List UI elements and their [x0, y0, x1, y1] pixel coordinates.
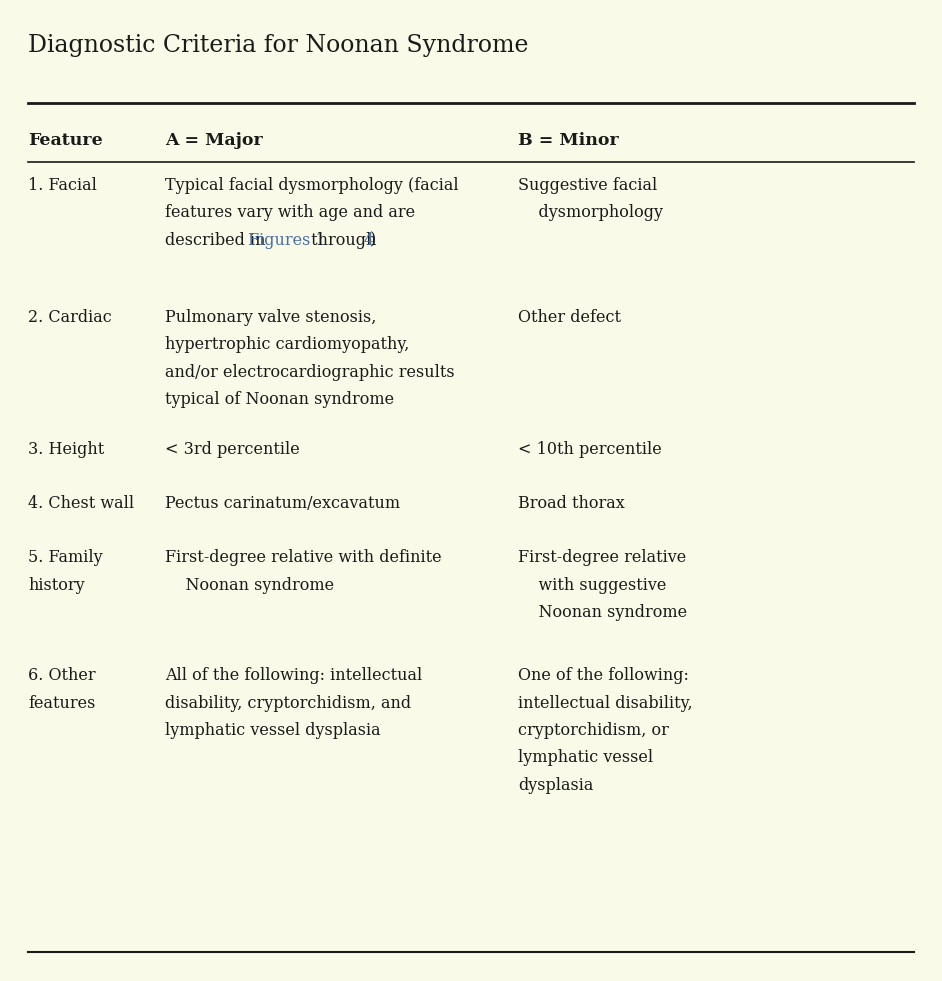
Text: B = Minor: B = Minor — [518, 132, 619, 149]
Text: One of the following:: One of the following: — [518, 667, 689, 684]
Text: Feature: Feature — [28, 132, 103, 149]
Text: hypertrophic cardiomyopathy,: hypertrophic cardiomyopathy, — [165, 336, 409, 353]
Text: lymphatic vessel dysplasia: lymphatic vessel dysplasia — [165, 722, 381, 739]
Text: Pectus carinatum/excavatum: Pectus carinatum/excavatum — [165, 495, 400, 512]
Text: Typical facial dysmorphology (facial: Typical facial dysmorphology (facial — [165, 177, 459, 193]
Text: 4. Chest wall: 4. Chest wall — [28, 495, 135, 512]
Text: Diagnostic Criteria for Noonan Syndrome: Diagnostic Criteria for Noonan Syndrome — [28, 34, 528, 57]
Text: A = Major: A = Major — [165, 132, 263, 149]
Text: dysplasia: dysplasia — [518, 777, 593, 794]
Text: and/or electrocardiographic results: and/or electrocardiographic results — [165, 364, 454, 381]
Text: disability, cryptorchidism, and: disability, cryptorchidism, and — [165, 695, 411, 711]
Text: 5. Family: 5. Family — [28, 549, 103, 566]
Text: with suggestive: with suggestive — [518, 577, 667, 594]
Text: intellectual disability,: intellectual disability, — [518, 695, 692, 711]
Text: Noonan syndrome: Noonan syndrome — [518, 604, 688, 621]
Text: typical of Noonan syndrome: typical of Noonan syndrome — [165, 391, 394, 408]
Text: 1. Facial: 1. Facial — [28, 177, 97, 193]
Text: ): ) — [370, 232, 376, 248]
Text: 4: 4 — [364, 232, 374, 248]
Text: Broad thorax: Broad thorax — [518, 495, 625, 512]
Text: < 3rd percentile: < 3rd percentile — [165, 441, 300, 458]
Text: Figures 1: Figures 1 — [248, 232, 326, 248]
Text: features vary with age and are: features vary with age and are — [165, 204, 415, 221]
Text: First-degree relative with definite: First-degree relative with definite — [165, 549, 442, 566]
Text: First-degree relative: First-degree relative — [518, 549, 687, 566]
Text: < 10th percentile: < 10th percentile — [518, 441, 662, 458]
Text: Pulmonary valve stenosis,: Pulmonary valve stenosis, — [165, 309, 376, 326]
Text: 6. Other: 6. Other — [28, 667, 96, 684]
Text: 3. Height: 3. Height — [28, 441, 105, 458]
Text: described in: described in — [165, 232, 270, 248]
Text: Other defect: Other defect — [518, 309, 621, 326]
Text: through: through — [306, 232, 382, 248]
Text: dysmorphology: dysmorphology — [518, 204, 663, 221]
Text: lymphatic vessel: lymphatic vessel — [518, 749, 653, 766]
Text: cryptorchidism, or: cryptorchidism, or — [518, 722, 669, 739]
Text: history: history — [28, 577, 85, 594]
Text: 2. Cardiac: 2. Cardiac — [28, 309, 112, 326]
Text: Noonan syndrome: Noonan syndrome — [165, 577, 334, 594]
Text: All of the following: intellectual: All of the following: intellectual — [165, 667, 422, 684]
Text: Suggestive facial: Suggestive facial — [518, 177, 658, 193]
Text: features: features — [28, 695, 96, 711]
